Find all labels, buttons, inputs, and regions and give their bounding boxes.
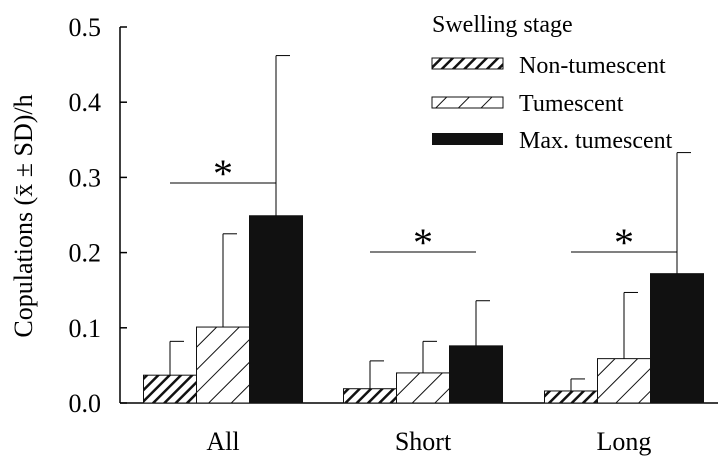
- bar: [249, 215, 303, 404]
- x-tick-label: Long: [597, 427, 652, 456]
- bar: [196, 326, 250, 404]
- significance-markers: * * *: [170, 151, 677, 265]
- x-ticks: All Short Long: [206, 427, 651, 456]
- legend: Swelling stage Non-tumescent Tumescent M…: [431, 12, 673, 154]
- bars: [143, 215, 704, 404]
- y-tick-label: 0.3: [69, 163, 102, 192]
- legend-item-non-tumescent: Non-tumescent: [431, 53, 666, 79]
- significance-asterisk: *: [614, 220, 634, 265]
- y-tick-label: 0.5: [69, 13, 102, 42]
- bar: [343, 388, 397, 404]
- x-tick-label: All: [206, 427, 239, 456]
- legend-label-tumescent: Tumescent: [519, 91, 624, 117]
- legend-title: Swelling stage: [432, 12, 573, 38]
- bar: [143, 374, 197, 404]
- legend-item-max-tumescent: Max. tumescent: [432, 128, 673, 154]
- x-tick-label: Short: [395, 427, 452, 456]
- bar: [650, 273, 704, 404]
- legend-swatch-max-tumescent: [432, 133, 503, 145]
- legend-label-max-tumescent: Max. tumescent: [519, 128, 673, 154]
- y-tick-label: 0.1: [69, 314, 102, 343]
- legend-swatch-non-tumescent: [431, 57, 504, 70]
- y-axis-label: Copulations (x̄ ± SD)/h: [9, 94, 38, 337]
- legend-item-tumescent: Tumescent: [431, 91, 624, 117]
- bar: [597, 358, 651, 404]
- bar: [544, 390, 598, 404]
- y-tick-label: 0.4: [69, 88, 102, 117]
- legend-swatch-tumescent: [431, 96, 504, 109]
- bar: [396, 372, 450, 404]
- error-bars: [169, 55, 691, 391]
- legend-label-non-tumescent: Non-tumescent: [519, 53, 666, 79]
- significance-asterisk: *: [213, 151, 233, 196]
- y-ticks: 0.0 0.1 0.2 0.3 0.4 0.5: [69, 13, 127, 418]
- significance-asterisk: *: [413, 220, 433, 265]
- bar: [449, 345, 503, 404]
- y-tick-label: 0.2: [69, 239, 102, 268]
- y-tick-label: 0.0: [69, 389, 102, 418]
